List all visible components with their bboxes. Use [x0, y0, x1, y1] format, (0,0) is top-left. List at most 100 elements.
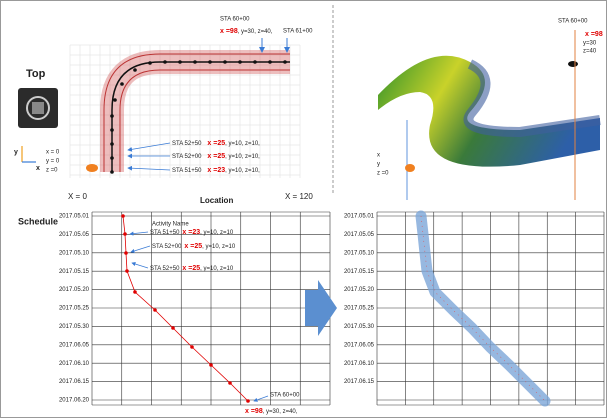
end-coords: x =98, y=30, z=40, — [245, 408, 298, 415]
date-label: 2017.05.05 — [59, 232, 90, 238]
schedule-point — [209, 363, 213, 367]
station-label: STA 61+00 — [283, 29, 313, 35]
x-value: x =23 — [207, 167, 225, 174]
x-value: x =98 — [585, 31, 603, 38]
x-value: x =98 — [220, 28, 238, 35]
schedule-result-grid: 2017.05.01 2017.05.05 2017.05.10 2017.05.15… — [344, 212, 604, 405]
date-label: 2017.05.10 — [59, 250, 90, 256]
date-label: 2017.05.30 — [344, 324, 375, 330]
origin-dot — [86, 164, 98, 172]
station-marker — [568, 61, 578, 67]
yz-value: , y=30, z=40, — [263, 409, 298, 415]
x-value: x =98 — [245, 408, 263, 415]
frame — [1, 1, 607, 418]
activity-header: Activity Name — [152, 222, 189, 228]
origin-coord: y = 0 — [46, 159, 60, 165]
y-value: y=30 — [583, 41, 597, 47]
yz-value: , y=10, z=10 — [202, 244, 236, 250]
date-label: 2017.06.05 — [344, 342, 375, 348]
yz-value: , y=10, z=10, — [225, 154, 260, 160]
station-label: STA 60+00 — [220, 17, 250, 23]
origin-coord: z =0 — [46, 168, 58, 174]
origin-dot — [405, 164, 415, 172]
station-dot — [110, 170, 114, 174]
date-label: 2017.05.15 — [344, 269, 375, 275]
schedule-title: Schedule — [18, 216, 58, 226]
terrain-surface — [378, 56, 600, 167]
station-dot — [253, 60, 257, 64]
date-label: 2017.05.25 — [344, 306, 375, 312]
station-dot — [193, 60, 197, 64]
yz-value: , y=10, z=10, — [225, 168, 260, 174]
station-dot — [110, 128, 114, 132]
activity-annotation: STA 52+50x =25, y=10, z=10 — [150, 265, 234, 272]
date-label: 2017.06.15 — [59, 379, 90, 385]
location-start: X = 0 — [68, 192, 87, 201]
date-label: 2017.06.10 — [344, 361, 375, 367]
x-value: x =23 — [182, 229, 200, 236]
date-label: 2017.05.05 — [344, 232, 375, 238]
leader — [128, 168, 170, 170]
station-annotation: STA 52+00 x =25, y=10, z=10, — [172, 153, 260, 160]
figure: STA 60+00 x =98, y=30, z=40, STA 61+00 S… — [0, 0, 607, 418]
x-value: x =25 — [207, 153, 225, 160]
date-label: 2017.05.30 — [59, 324, 90, 330]
station-dot — [178, 60, 182, 64]
date-label: 2017.05.01 — [59, 214, 90, 220]
date-label: 2017.05.10 — [344, 250, 375, 256]
plan-view: STA 60+00 x =98, y=30, z=40, STA 61+00 S… — [14, 17, 313, 178]
date-label: 2017.06.05 — [59, 342, 90, 348]
station-annotation: STA 51+50 x =23, y=10, z=10, — [172, 167, 260, 174]
schedule-result-band — [421, 216, 545, 401]
station-dot — [133, 68, 137, 72]
station-dot — [113, 98, 117, 102]
yz-value: , y=10, z=10 — [200, 230, 234, 236]
date-label: 2017.06.20 — [59, 398, 90, 404]
station-label: STA 60+00 — [558, 19, 588, 25]
location-end: X = 120 — [285, 192, 313, 201]
station-dot — [208, 60, 212, 64]
schedule-point — [190, 345, 194, 349]
view-cube-face — [32, 102, 44, 114]
leader — [130, 232, 148, 234]
date-label: 2017.05.25 — [59, 306, 90, 312]
station-dot — [238, 60, 242, 64]
end-label: STA 60+00 — [270, 393, 300, 399]
date-label: 2017.05.01 — [344, 214, 375, 220]
station-dot — [120, 82, 124, 86]
schedule-point — [121, 214, 125, 218]
render-view: STA 60+00 x =98 y=30 z=40 x y z =0 — [377, 19, 603, 200]
station-dot — [110, 142, 114, 146]
schedule-point — [171, 326, 175, 330]
schedule-result-line — [421, 216, 545, 401]
station-coords: x =98, y=30, z=40, — [220, 28, 273, 35]
schedule-point — [153, 308, 157, 312]
origin-coord: x = 0 — [46, 150, 60, 156]
schedule-point — [246, 399, 250, 403]
station-dot — [283, 60, 287, 64]
station-label: STA 52+00 — [172, 154, 202, 160]
axis-label: y — [377, 162, 380, 168]
axis-label: z =0 — [377, 171, 389, 177]
date-label: 2017.06.15 — [344, 379, 375, 385]
axis-label: y — [14, 149, 18, 156]
yz-value: , y=10, z=10, — [225, 141, 260, 147]
station-label: STA 52+50 — [172, 141, 202, 147]
schedule-point — [228, 381, 232, 385]
date-label: 2017.05.20 — [344, 287, 375, 293]
station-dot — [110, 114, 114, 118]
yz-value: , y=10, z=10 — [200, 266, 234, 272]
schedule-point — [125, 269, 129, 273]
leader — [128, 143, 170, 150]
activity-annotation: STA 52+00x =25, y=10, z=10 — [152, 243, 236, 250]
activity-label: STA 51+50 — [150, 230, 180, 236]
station-dot — [223, 60, 227, 64]
yz-value: , y=30, z=40, — [238, 29, 273, 35]
station-dot — [163, 60, 167, 64]
axis-label: x — [377, 153, 380, 159]
station-label: STA 51+50 — [172, 168, 202, 174]
station-annotation: STA 52+50 x =25, y=10, z=10, — [172, 140, 260, 147]
road-surface — [468, 64, 600, 132]
schedule-point — [124, 251, 128, 255]
x-value: x =25 — [207, 140, 225, 147]
